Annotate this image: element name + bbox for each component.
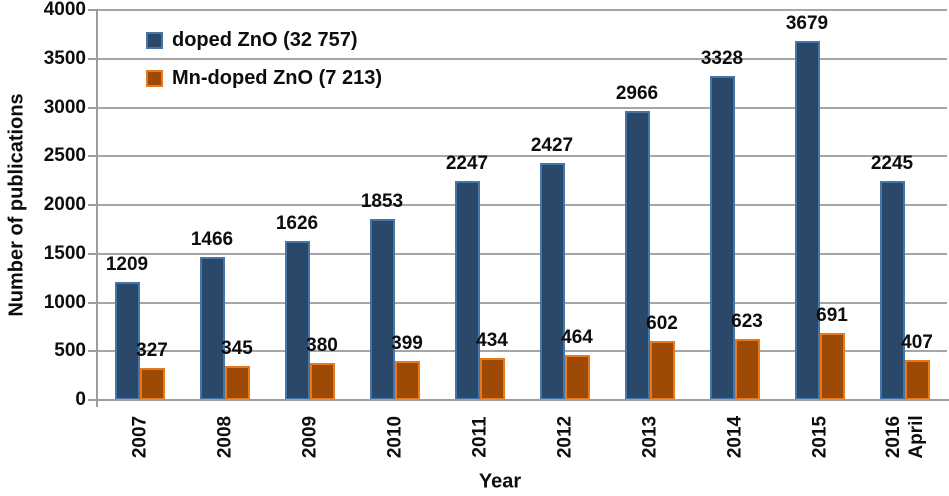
value-label-doped-zno-5: 2247 <box>445 152 489 174</box>
y-axis-line <box>96 9 98 407</box>
y-tick-label-2000: 2000 <box>43 194 86 215</box>
y-tick-0 <box>88 399 97 401</box>
y-tick-3000 <box>88 106 97 109</box>
y-tick-500 <box>88 350 97 353</box>
gridline-2000 <box>97 204 947 206</box>
legend-swatch-icon <box>146 69 163 87</box>
gridline-2500 <box>97 155 947 158</box>
y-tick-label-4000: 4000 <box>43 0 86 20</box>
y-tick-label-3000: 3000 <box>43 96 86 118</box>
bar-doped-zno-1 <box>114 282 140 400</box>
gridline-3000 <box>97 106 947 109</box>
bar-doped-zno-7 <box>624 110 650 400</box>
y-tick-label-1000: 1000 <box>43 291 86 313</box>
bar-doped-zno-10 <box>879 181 905 400</box>
legend-item-mn-doped-zno: Mn-doped ZnO (7 213) <box>146 59 382 97</box>
bar-doped-zno-4 <box>369 219 395 400</box>
y-tick-1000 <box>88 301 97 304</box>
bar-mn-doped-zno-9 <box>819 332 845 400</box>
y-tick-4000 <box>88 9 97 11</box>
value-label-mn-doped-zno-3: 380 <box>306 334 338 356</box>
bar-mn-doped-zno-7 <box>649 341 675 400</box>
bar-mn-doped-zno-1 <box>139 368 165 400</box>
value-label-mn-doped-zno-4: 399 <box>391 333 423 355</box>
bar-doped-zno-3 <box>284 241 310 400</box>
y-tick-label-500: 500 <box>54 340 86 362</box>
gridline-1000 <box>97 301 947 304</box>
value-label-mn-doped-zno-6: 464 <box>561 326 593 348</box>
value-label-doped-zno-6: 2427 <box>530 135 574 157</box>
bar-doped-zno-8 <box>709 75 735 400</box>
value-label-mn-doped-zno-2: 345 <box>221 338 253 360</box>
x-tick-label-7: 2013 <box>639 415 660 459</box>
legend-item-doped-zno: doped ZnO (32 757) <box>146 21 382 59</box>
bar-doped-zno-2 <box>199 257 225 400</box>
value-label-doped-zno-1: 1209 <box>105 254 149 276</box>
y-tick-label-2500: 2500 <box>43 145 86 167</box>
value-label-doped-zno-2: 1466 <box>190 229 234 251</box>
value-label-mn-doped-zno-1: 327 <box>136 340 168 362</box>
legend-label: Mn-doped ZnO (7 213) <box>172 66 382 89</box>
x-tick-label-6: 2012 <box>554 415 575 459</box>
gridline-500 <box>97 350 947 353</box>
bar-mn-doped-zno-3 <box>309 362 335 400</box>
x-axis-title: Year <box>478 470 522 493</box>
bar-mn-doped-zno-8 <box>734 339 760 400</box>
value-label-doped-zno-7: 2966 <box>615 82 659 104</box>
y-tick-label-1500: 1500 <box>43 242 86 264</box>
y-tick-2500 <box>88 155 97 158</box>
x-axis-line <box>97 399 949 401</box>
value-label-mn-doped-zno-5: 434 <box>476 329 508 351</box>
bar-mn-doped-zno-6 <box>564 354 590 400</box>
x-tick-label-5: 2011 <box>469 416 490 458</box>
y-tick-label-0: 0 <box>75 389 86 410</box>
y-tick-2000 <box>88 204 97 206</box>
bar-mn-doped-zno-2 <box>224 366 250 400</box>
y-tick-1500 <box>88 252 97 255</box>
y-tick-label-3500: 3500 <box>43 47 86 69</box>
x-tick-label-4: 2010 <box>384 415 405 459</box>
legend-swatch-icon <box>146 31 163 49</box>
x-tick-label-2: 2008 <box>214 415 235 459</box>
bar-mn-doped-zno-4 <box>394 361 420 400</box>
value-label-doped-zno-9: 3679 <box>785 13 829 35</box>
bar-doped-zno-5 <box>454 180 480 400</box>
x-tick-label-10: 2016 April <box>882 415 927 459</box>
x-tick-label-3: 2009 <box>299 415 320 459</box>
legend: doped ZnO (32 757) Mn-doped ZnO (7 213) <box>146 21 382 97</box>
value-label-doped-zno-8: 3328 <box>700 47 744 69</box>
value-label-mn-doped-zno-10: 407 <box>901 332 933 354</box>
value-label-doped-zno-4: 1853 <box>360 191 404 213</box>
x-tick-label-1: 2007 <box>129 415 150 459</box>
bar-doped-zno-6 <box>539 163 565 400</box>
bar-mn-doped-zno-10 <box>904 360 930 400</box>
value-label-mn-doped-zno-9: 691 <box>816 304 848 326</box>
x-tick-label-9: 2015 <box>809 415 830 459</box>
value-label-mn-doped-zno-8: 623 <box>731 311 763 333</box>
gridline-1500 <box>97 252 947 255</box>
plot-area: 1209 327 1466 345 1626 380 1853 399 2247 434 2427 4… <box>97 9 947 400</box>
value-label-mn-doped-zno-7: 602 <box>646 313 678 335</box>
gridline-3500 <box>97 57 947 60</box>
value-label-doped-zno-10: 2245 <box>870 153 914 175</box>
bar-mn-doped-zno-5 <box>479 357 505 400</box>
x-tick-label-8: 2014 <box>724 415 745 459</box>
legend-label: doped ZnO (32 757) <box>172 28 358 51</box>
y-tick-3500 <box>88 57 97 60</box>
bar-doped-zno-9 <box>794 41 820 400</box>
value-label-doped-zno-3: 1626 <box>275 213 319 235</box>
gridline-4000 <box>97 9 947 11</box>
